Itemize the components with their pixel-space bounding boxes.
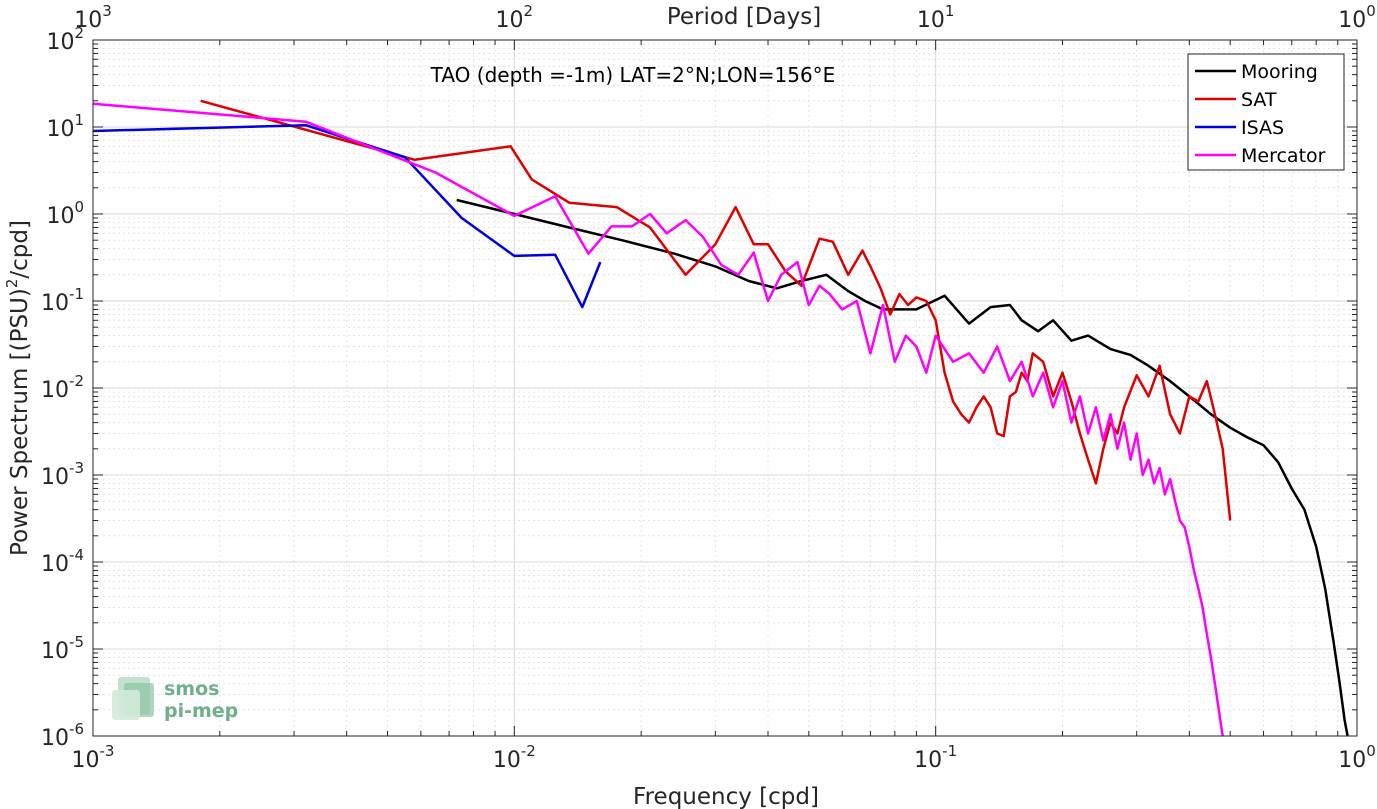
y-tick-label: 10-2: [41, 372, 84, 403]
x2-tick-label: 101: [917, 2, 955, 33]
logo-text-line2: pi-mep: [164, 700, 238, 722]
x-tick-label: 100: [1338, 742, 1376, 773]
x-tick-label-exponent: -2: [521, 742, 536, 760]
y-tick-label-exponent: 0: [74, 198, 84, 216]
x2-tick-label-exponent: 3: [102, 2, 112, 20]
x2-tick-label-base: 10: [74, 8, 102, 33]
y-tick-label: 100: [46, 198, 84, 229]
x-tick-label-exponent: 0: [1366, 742, 1376, 760]
series-line-mooring: [456, 198, 1349, 737]
legend-box: [1187, 53, 1345, 171]
y-tick-label: 10-1: [41, 285, 84, 316]
y-tick-label-base: 10: [46, 117, 74, 142]
y-tick-label-base: 10: [41, 378, 69, 403]
smos-pi-mep-logo: smos pi-mep: [112, 677, 238, 722]
x-tick-label-exponent: -3: [100, 742, 115, 760]
y-tick-label-base: 10: [41, 639, 69, 664]
y-tick-label: 10-5: [41, 633, 84, 664]
x-tick-label-base: 10: [914, 748, 942, 773]
y-tick-label-exponent: -1: [69, 285, 84, 303]
y-tick-label: 101: [46, 111, 84, 142]
x-tick-label-exponent: -1: [942, 742, 957, 760]
x2-tick-label-base: 10: [496, 8, 524, 33]
minor-grid: [93, 40, 1357, 736]
y-tick-label-exponent: -3: [69, 459, 84, 477]
y-tick-label-exponent: 2: [74, 24, 84, 42]
y-tick-label: 102: [46, 24, 84, 55]
major-grid: [93, 40, 1357, 736]
y-tick-label-base: 10: [41, 552, 69, 577]
x2-tick-label: 103: [74, 2, 112, 33]
x-axis-label: Frequency [cpd]: [633, 784, 819, 809]
x2-tick-label: 100: [1338, 2, 1376, 33]
x2-tick-label: 102: [496, 2, 534, 33]
x2-tick-label-base: 10: [917, 8, 945, 33]
x2-tick-label-exponent: 2: [524, 2, 534, 20]
y-tick-label-exponent: -6: [69, 720, 84, 738]
logo-layer-3: [112, 690, 140, 720]
x-tick-label-base: 10: [1338, 748, 1366, 773]
x-tick-label-base: 10: [493, 748, 521, 773]
series-line-mercator: [92, 102, 1224, 737]
series-layer: [92, 99, 1349, 737]
y-tick-label-exponent: -2: [69, 372, 84, 390]
y-axis-label-main: Power Spectrum [(PSU): [7, 288, 33, 556]
y-axis-label: Power Spectrum [(PSU)2/cpd]: [3, 220, 33, 556]
legend-label-mercator: Mercator: [1241, 145, 1326, 167]
x-tick-label: 10-2: [493, 742, 536, 773]
y-tick-label-exponent: -4: [69, 546, 84, 564]
y-tick-label-base: 10: [46, 204, 74, 229]
y-tick-label-exponent: -5: [69, 633, 84, 651]
series-line-sat: [200, 99, 1232, 521]
tick-marks: [92, 40, 1357, 737]
chart-title: TAO (depth =-1m) LAT=2°N;LON=156°E: [430, 63, 836, 87]
y-tick-label-base: 10: [46, 30, 74, 55]
legend-label-mooring: Mooring: [1241, 61, 1318, 83]
y-tick-label: 10-4: [41, 546, 84, 577]
x2-tick-label-exponent: 0: [1366, 2, 1376, 20]
legend-label-isas: ISAS: [1241, 117, 1284, 139]
top-axis-label: Period [Days]: [667, 4, 821, 30]
x-tick-label: 10-3: [72, 742, 115, 773]
x-tick-label-base: 10: [72, 748, 100, 773]
y-tick-label-exponent: 1: [74, 111, 84, 129]
y-tick-label-base: 10: [41, 726, 69, 751]
x2-tick-label-exponent: 1: [945, 2, 955, 20]
legend-label-sat: SAT: [1241, 89, 1277, 111]
y-axis-label-sup: 2: [3, 279, 21, 289]
y-axis-label-tail: /cpd]: [7, 220, 33, 279]
y-tick-label: 10-3: [41, 459, 84, 490]
y-tick-label: 10-6: [41, 720, 84, 751]
x-tick-label: 10-1: [914, 742, 957, 773]
logo-text-line1: smos: [164, 678, 219, 700]
legend: Mooring SAT ISAS Mercator: [1187, 53, 1345, 171]
x2-tick-label-base: 10: [1338, 8, 1366, 33]
series-line-isas: [92, 123, 602, 309]
y-tick-label-base: 10: [41, 291, 69, 316]
y-tick-label-base: 10: [41, 465, 69, 490]
